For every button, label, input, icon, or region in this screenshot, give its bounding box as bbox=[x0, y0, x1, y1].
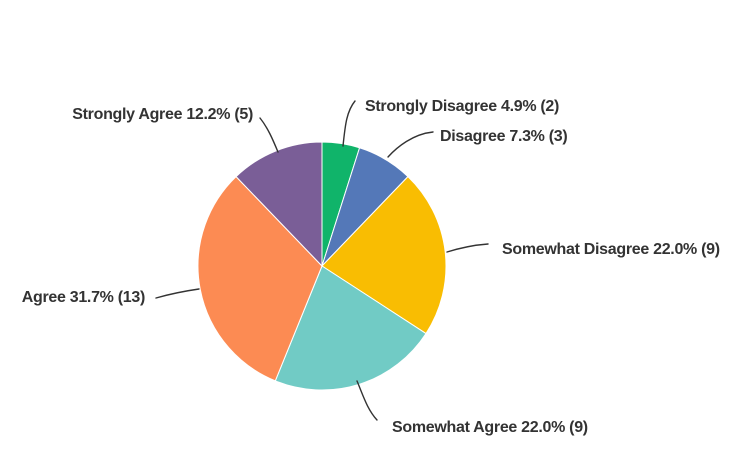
pie-slice-somewhat-disagree bbox=[321, 175, 447, 335]
slice-label-somewhat-disagree: Somewhat Disagree 22.0% (9) bbox=[502, 241, 720, 258]
pie-slice-somewhat-agree bbox=[274, 265, 427, 391]
pie-slice-agree bbox=[197, 175, 323, 382]
slice-label-agree: Agree 31.7% (13) bbox=[21, 289, 146, 306]
leader-line-somewhat-agree bbox=[356, 380, 378, 421]
leader-line-disagree bbox=[387, 131, 434, 158]
slice-label-strongly-agree: Strongly Agree 12.2% (5) bbox=[72, 106, 253, 123]
pie-slice-strongly-agree bbox=[235, 141, 323, 268]
slice-label-somewhat-agree: Somewhat Agree 22.0% (9) bbox=[392, 419, 588, 436]
leader-line-strongly-disagree bbox=[342, 100, 356, 147]
leader-line-strongly-agree bbox=[259, 117, 279, 153]
leader-line-somewhat-disagree bbox=[446, 243, 489, 253]
leader-line-agree bbox=[155, 288, 200, 299]
slice-label-strongly-disagree: Strongly Disagree 4.9% (2) bbox=[365, 98, 560, 115]
slice-label-disagree: Disagree 7.3% (3) bbox=[440, 128, 568, 145]
